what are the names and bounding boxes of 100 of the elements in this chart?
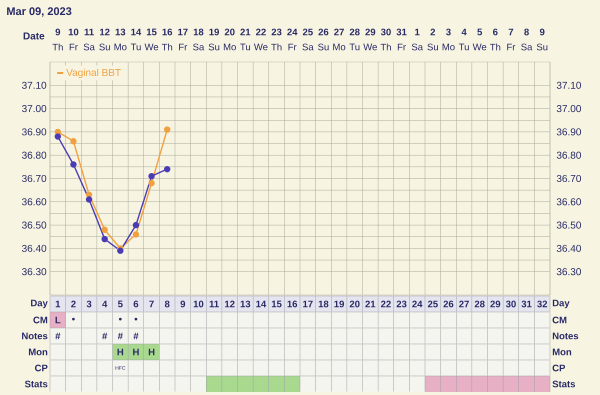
legend-label: Vaginal BBT [66,68,121,78]
text: 26 [318,28,328,36]
text: We [254,44,268,50]
x-tick-label: 4 [102,300,108,308]
text: Su [536,44,548,50]
text: Notes [22,332,48,340]
text: Date [24,32,44,40]
text: H [148,348,154,356]
text: # [102,332,108,340]
text: We [144,44,158,50]
text: Mo [442,44,455,50]
text: 18 [194,28,204,36]
y-tick-label: 36.30 [22,268,46,276]
x-tick-label: 10 [194,300,204,308]
text: 29 [365,28,376,36]
y2-tick-label: 36.30 [556,268,581,276]
text: Sa [412,44,423,50]
text: Mo [224,44,236,50]
text: # [133,332,138,340]
x-tick-label: 28 [474,300,485,308]
text: Fr [398,44,406,50]
text: CM [552,316,566,324]
text: Tu [458,44,469,50]
y2-tick-label: 36.60 [556,198,581,206]
x-tick-label: 27 [459,300,469,308]
x-tick-label: 30 [506,300,516,308]
text: 16 [162,28,172,36]
text: Mo [333,44,346,50]
x-tick-label: 22 [380,300,391,308]
text: Stats [24,380,48,388]
text: Su [208,44,220,50]
x-tick-label: 24 [412,300,422,308]
text: Tu [130,44,141,50]
text: H [118,348,124,356]
text: • [72,318,75,320]
text: 28 [350,28,360,36]
text: Stats [552,380,576,388]
x-tick-label: 15 [272,300,282,308]
text: Sa [521,44,532,50]
text: 30 [380,28,391,36]
y-tick-label: 36.50 [22,222,46,229]
x-tick-label: 29 [490,300,500,308]
x-tick-label: 6 [134,300,138,308]
x-tick-label: 12 [225,300,235,308]
y2-tick-label: 37.00 [556,105,581,112]
x-tick-label: 7 [149,300,154,308]
x-tick-label: 8 [164,300,170,308]
text: Th [162,44,172,50]
x-tick-label: 5 [118,300,123,308]
x-tick-label: 17 [303,300,313,308]
text: 21 [240,28,250,36]
x-tick-label: 14 [256,300,266,308]
text: 4 [462,28,467,36]
text: # [118,332,123,340]
text: 20 [224,28,235,36]
text: 2 [430,28,436,36]
text: # [55,332,60,340]
text: Fr [179,44,188,50]
y2-tick-label: 36.80 [556,152,581,159]
text: Mo [114,44,127,50]
y2-tick-label: 36.70 [556,174,581,182]
x-tick-label: 1 [56,300,60,308]
text: 8 [524,28,529,36]
text: CP [35,364,48,372]
text: Fr [70,44,78,50]
text: Th [490,44,500,50]
y2-tick-label: 36.90 [556,128,581,136]
text: 27 [334,28,344,36]
x-tick-label: 19 [334,300,344,308]
text: 24 [287,28,298,36]
text: Mon [552,348,572,356]
text: 15 [146,28,157,36]
x-tick-label: 26 [443,300,454,308]
y2-tick-label: 37.10 [556,82,581,89]
text: Fr [507,44,516,50]
y-tick-label: 36.40 [22,244,46,252]
text: 9 [56,28,60,36]
text: Th [271,44,282,50]
x-tick-label: 13 [240,300,250,308]
text: Notes [552,332,578,340]
x-tick-label: 9 [180,300,186,308]
x-tick-label: 20 [350,300,360,308]
text: 6 [493,28,498,36]
text: We [363,44,377,50]
x-tick-label: 3 [86,300,92,308]
text: 19 [209,28,220,36]
text: Mon [28,348,48,356]
text: Fr [288,44,297,50]
text: Su [427,44,438,50]
text: 11 [84,28,94,36]
text: Tu [350,44,360,50]
y2-tick-label: 36.50 [556,222,581,229]
text: Th [52,44,63,50]
y-tick-label: 37.10 [22,82,46,89]
chart-title: Mar 09, 2023 [7,7,72,17]
x-tick-label: 11 [210,300,219,308]
text: 13 [116,28,126,36]
x-tick-label: 18 [318,300,328,308]
x-tick-label: 21 [365,300,376,308]
text: 23 [272,28,282,36]
